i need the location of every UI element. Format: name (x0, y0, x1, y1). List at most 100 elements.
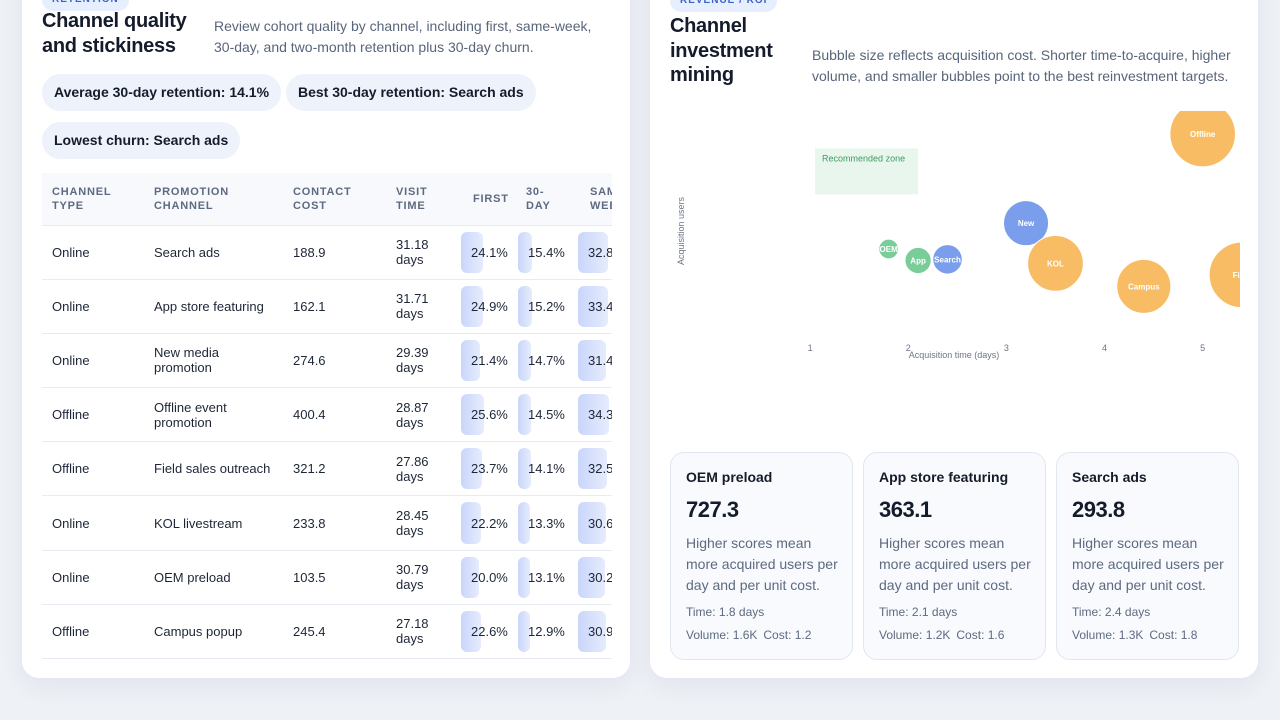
retention-value: 14.1% (528, 461, 565, 477)
retention-value: 12.9% (528, 623, 565, 639)
cell-contact-cost: 245.4 (283, 603, 386, 659)
recommended-zone (815, 148, 919, 195)
table-row[interactable]: Online KOL livestream 233.8 28.45 days 22.2%… (42, 495, 612, 551)
cell-promotion-channel: Field sales outreach (144, 441, 283, 496)
cell-same-week: 30.2% (574, 549, 612, 605)
table-header-row: CHANNEL TYPE PROMOTION CHANNEL CONTACT C… (42, 173, 612, 225)
retention-bar (578, 502, 606, 544)
score-time: Time: 2.4 days (1072, 605, 1151, 619)
retention-table: CHANNEL TYPE PROMOTION CHANNEL CONTACT C… (42, 173, 612, 659)
x-tick-label: 3 (1004, 343, 1009, 353)
table-row[interactable]: Offline Field sales outreach 321.2 27.86 da… (42, 441, 612, 496)
y-axis-label: Acquisition users (676, 196, 686, 265)
investment-card: REVENUE / ROI Channel investment mining … (649, 0, 1259, 679)
cell-first: 24.1% (457, 224, 514, 280)
bubble-search[interactable] (932, 244, 963, 275)
table-row[interactable]: Online App store featuring 162.1 31.71 days… (42, 278, 612, 334)
cell-first: 25.6% (457, 387, 514, 442)
retention-value: 34.3% (588, 407, 612, 423)
cell-visit-time: 31.71 days (386, 278, 457, 334)
avg-retention-pill: Average 30-day retention: 14.1% (42, 74, 282, 111)
bubble-offline[interactable] (1169, 111, 1236, 168)
retention-bar (518, 556, 530, 598)
score-cost: Cost: 1.8 (1149, 628, 1198, 642)
col-first[interactable]: FIRST (457, 173, 514, 225)
score-note: Higher scores mean more acquired users p… (686, 535, 838, 593)
cell-same-week: 33.4% (574, 278, 612, 334)
bubble-oem[interactable] (878, 238, 899, 260)
retention-value: 30.2% (588, 569, 612, 585)
col-visit-time[interactable]: VISIT TIME (386, 173, 457, 225)
cell-30-day: 13.1% (514, 549, 574, 605)
cell-promotion-channel: Search ads (144, 224, 283, 280)
table-row[interactable]: Offline Campus popup 245.4 27.18 days 22.6% 1… (42, 603, 612, 659)
table-row[interactable]: Offline Offline event promotion 400.4 28.87… (42, 387, 612, 442)
cell-same-week: 30.6% (574, 495, 612, 551)
retention-bar (518, 610, 530, 652)
cell-contact-cost: 162.1 (283, 278, 386, 334)
retention-bar (518, 231, 532, 273)
col-promotion-channel[interactable]: PROMOTION CHANNEL (144, 173, 283, 225)
cell-contact-cost: 103.5 (283, 549, 386, 605)
score-cost: Cost: 1.2 (763, 628, 812, 642)
retention-bar (578, 231, 608, 273)
score-card-app-store-featuring[interactable]: App store featuring 363.1 Higher scores … (863, 452, 1046, 660)
score-volume: Volume: 1.3K (1072, 628, 1144, 642)
retention-bar (518, 394, 532, 436)
cell-30-day: 14.7% (514, 332, 574, 388)
bubble-label: Field (1233, 271, 1240, 280)
retention-bar (461, 285, 484, 327)
table-row[interactable]: Online New media promotion 274.6 29.39 days… (42, 332, 612, 388)
score-card-oem-preload[interactable]: OEM preload 727.3 Higher scores mean mor… (670, 452, 853, 660)
cell-first: 24.9% (457, 278, 514, 334)
retention-bar (461, 610, 482, 652)
retention-value: 21.4% (471, 352, 508, 368)
retention-value: 24.9% (471, 298, 508, 314)
score-value: 293.8 (1072, 497, 1125, 522)
bubble-label: Campus (1128, 282, 1160, 291)
bubble-label: Search (934, 255, 961, 264)
bubble-app[interactable] (904, 246, 932, 275)
retention-bar (518, 339, 532, 382)
bubble-field[interactable] (1208, 241, 1240, 309)
cell-channel-type: Online (42, 332, 144, 388)
score-meta: Volume: 1.6K Cost: 1.2 (686, 628, 811, 642)
retention-value: 20.0% (471, 569, 508, 585)
retention-table-scroll[interactable]: CHANNEL TYPE PROMOTION CHANNEL CONTACT C… (42, 173, 612, 659)
table-row[interactable]: Online OEM preload 103.5 30.79 days 20.0% 13.… (42, 549, 612, 605)
cell-contact-cost: 274.6 (283, 332, 386, 388)
x-tick-label: 4 (1102, 343, 1107, 353)
x-tick-label: 5 (1200, 343, 1205, 353)
bubble-chart: Recommended zone 1 2 3 4 5 Acquisition time (d… (676, 111, 1240, 360)
col-contact-cost[interactable]: CONTACT COST (283, 173, 386, 225)
col-30-day[interactable]: 30-DAY (514, 173, 574, 225)
cell-30-day: 15.4% (514, 224, 574, 280)
bubble-label: App (910, 257, 926, 266)
bubble-new[interactable] (1002, 200, 1050, 247)
table-row[interactable]: Online Search ads 188.9 31.18 days 24.1% 15.4… (42, 224, 612, 280)
retention-bar (578, 610, 606, 652)
cell-first: 20.0% (457, 549, 514, 605)
cell-same-week: 32.8% (574, 224, 612, 280)
best-retention-pill: Best 30-day retention: Search ads (286, 74, 536, 111)
retention-value: 30.9% (588, 623, 612, 639)
retention-description: Review cohort quality by channel, includ… (214, 18, 592, 55)
retention-value: 30.6% (588, 515, 612, 531)
col-channel-type[interactable]: CHANNEL TYPE (42, 173, 144, 225)
score-note: Higher scores mean more acquired users p… (1072, 535, 1224, 593)
col-same-week[interactable]: SAME-WEEK (574, 173, 612, 225)
bubble-campus[interactable] (1116, 258, 1172, 314)
cell-visit-time: 28.87 days (386, 387, 457, 442)
retention-value: 25.6% (471, 407, 508, 423)
retention-value: 22.2% (471, 515, 508, 531)
cell-promotion-channel: Offline event promotion (144, 387, 283, 442)
cell-promotion-channel: App store featuring (144, 278, 283, 334)
bubble-kol[interactable] (1027, 234, 1084, 292)
score-card-search-ads[interactable]: Search ads 293.8 Higher scores mean more… (1056, 452, 1239, 660)
cell-contact-cost: 233.8 (283, 495, 386, 551)
score-meta: Volume: 1.3K Cost: 1.8 (1072, 628, 1197, 642)
cell-promotion-channel: Campus popup (144, 603, 283, 659)
cell-promotion-channel: KOL livestream (144, 495, 283, 551)
retention-value: 14.7% (528, 352, 565, 368)
retention-value: 32.8% (588, 244, 612, 260)
